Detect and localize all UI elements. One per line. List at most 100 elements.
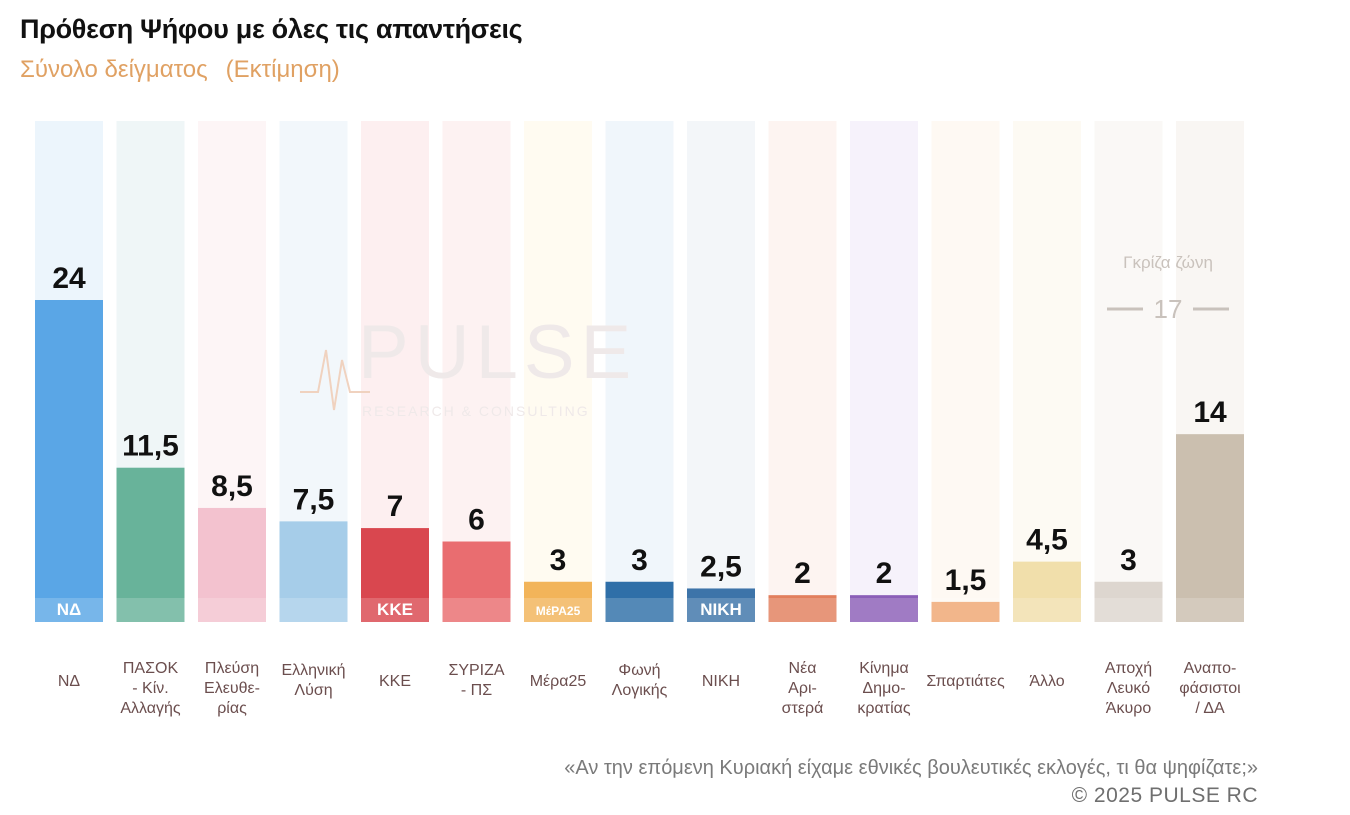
bar-1 <box>35 300 103 622</box>
value-label: 11,5 <box>122 430 179 463</box>
bar-9 <box>687 588 755 622</box>
party-logo-icon <box>931 598 1000 622</box>
category-label-line: Λύση <box>294 682 332 699</box>
grey-zone-label: Γκρίζα ζώνη <box>1123 253 1213 272</box>
category-label-line: Φωνή <box>618 662 660 679</box>
category-label: Άλλο <box>1029 673 1064 690</box>
category-label: Σπαρτιάτες <box>926 673 1005 690</box>
bar-5 <box>361 528 429 622</box>
category-label-line: ΝΙΚΗ <box>702 673 740 690</box>
value-label: 8,5 <box>211 470 253 503</box>
category-label-line: Μέρα25 <box>530 673 587 690</box>
bar-8 <box>605 581 674 622</box>
category-label-line: Αναπο- <box>1184 660 1237 677</box>
category-label: ΝΔ <box>58 673 81 690</box>
column-background <box>1094 121 1163 622</box>
survey-question: «Αν την επόμενη Κυριακή είχαμε εθνικές β… <box>564 757 1258 779</box>
party-logo-text: ΚΚΕ <box>377 600 413 619</box>
bar-2 <box>116 467 185 622</box>
category-label: Νέα Αρι-στερά <box>782 660 824 717</box>
party-logo-icon <box>524 598 592 622</box>
party-logo-icon <box>198 598 266 622</box>
value-label: 4,5 <box>1026 524 1068 557</box>
category-label-line: Κίνημα <box>859 660 909 677</box>
category-label: Αποχή Λευκό Άκυρο <box>1105 660 1152 717</box>
party-logo-icon <box>1094 598 1163 622</box>
watermark-tagline: RESEARCH & CONSULTING <box>362 403 590 419</box>
party-logo-icon <box>116 598 185 622</box>
category-label-line: Λογικής <box>612 682 668 699</box>
bar-7 <box>524 581 592 622</box>
category-label-line: Ελληνική <box>281 662 345 679</box>
category-label-line: Πλεύση <box>205 660 259 677</box>
bar-6 <box>442 541 511 622</box>
column-background <box>524 121 592 622</box>
value-label: 7,5 <box>293 483 335 516</box>
category-label-line: Αποχή <box>1105 660 1152 677</box>
category-label-line: στερά <box>782 700 824 717</box>
party-logo-text: ΝΔ <box>57 600 82 619</box>
chart-subtitle: Σύνολο δείγματος (Εκτίμηση) <box>20 56 340 84</box>
watermark-brand: PULSE <box>358 310 637 395</box>
bars: ΝΔ ΚΚΕ ΜέΡΑ25 ΝΙΚΗ <box>35 300 1244 622</box>
category-label: Μέρα25 <box>530 673 587 690</box>
party-logo-icon <box>850 598 918 622</box>
category-label-line: Δημο- <box>862 680 905 697</box>
category-label-line: ΣΥΡΙΖΑ <box>448 662 504 679</box>
category-label: Πλεύση Ελευθε-ρίας <box>204 660 260 717</box>
party-logo-icon <box>605 598 674 622</box>
category-label-line: Ελευθε- <box>204 680 260 697</box>
category-label-line: Αλλαγής <box>120 700 181 717</box>
column-background <box>931 121 1000 622</box>
category-label-line: Αρι- <box>788 680 817 697</box>
bar-14 <box>1094 581 1163 622</box>
category-label-line: κρατίας <box>857 700 910 717</box>
party-logo-icon <box>1176 598 1244 622</box>
grey-zone-value: 17 <box>1154 294 1183 324</box>
category-label: Φωνή Λογικής <box>612 662 668 699</box>
grey-zone: Γκρίζα ζώνη 17 <box>1107 253 1229 324</box>
category-label: ΣΥΡΙΖΑ - ΠΣ <box>448 662 504 699</box>
value-label: 2 <box>876 557 893 590</box>
party-logo-icon <box>768 598 837 622</box>
category-label-line: Λευκό <box>1107 680 1150 697</box>
party-logo-icon <box>442 598 511 622</box>
column-background <box>1013 121 1081 622</box>
category-label-line: / ΔΑ <box>1195 700 1225 717</box>
value-label: 24 <box>52 262 86 295</box>
column-background <box>442 121 511 622</box>
bar-4 <box>279 521 348 622</box>
bar-13 <box>1013 561 1081 622</box>
category-label-line: ΠΑΣΟΚ <box>123 660 179 677</box>
value-label: 6 <box>468 504 485 537</box>
bar-11 <box>850 595 918 622</box>
category-label-line: - ΠΣ <box>461 682 492 699</box>
watermark-pulse-line-icon <box>300 349 370 411</box>
value-label: 7 <box>387 490 404 523</box>
category-labels: ΝΔ ΠΑΣΟΚ - Κίν. Αλλαγής Πλεύση Ελευθε-ρίας Ελλ… <box>58 660 1241 717</box>
subtitle-estimate: (Εκτίμηση) <box>225 56 340 83</box>
category-label: ΚΚΕ <box>379 673 411 690</box>
category-label-line: ΚΚΕ <box>379 673 411 690</box>
pulse-watermark: PULSE RESEARCH & CONSULTING <box>300 310 637 419</box>
category-label-line: Νέα <box>789 660 817 677</box>
party-logo-icon <box>687 598 755 622</box>
category-label-line: φάσιστοι <box>1179 680 1241 697</box>
chart-title: Πρόθεση Ψήφου με όλες τις απαντήσεις <box>20 14 523 44</box>
copyright: © 2025 PULSE RC <box>1071 784 1258 807</box>
category-label: ΝΙΚΗ <box>702 673 740 690</box>
category-label-line: - Κίν. <box>132 680 168 697</box>
value-label: 3 <box>631 544 648 577</box>
party-logo-icon <box>279 598 348 622</box>
party-logo-icon <box>361 598 429 622</box>
value-label: 2 <box>794 557 811 590</box>
category-label-line: Άλλο <box>1029 673 1064 690</box>
party-logo-text: ΜέΡΑ25 <box>536 604 581 618</box>
category-label: Αναπο-φάσιστοι / ΔΑ <box>1179 660 1241 717</box>
party-logo-icon <box>1013 598 1081 622</box>
value-label: 1,5 <box>945 564 987 597</box>
category-label-line: ρίας <box>217 700 247 717</box>
subtitle-sample: Σύνολο δείγματος <box>20 56 208 83</box>
category-label-line: Σπαρτιάτες <box>926 673 1005 690</box>
